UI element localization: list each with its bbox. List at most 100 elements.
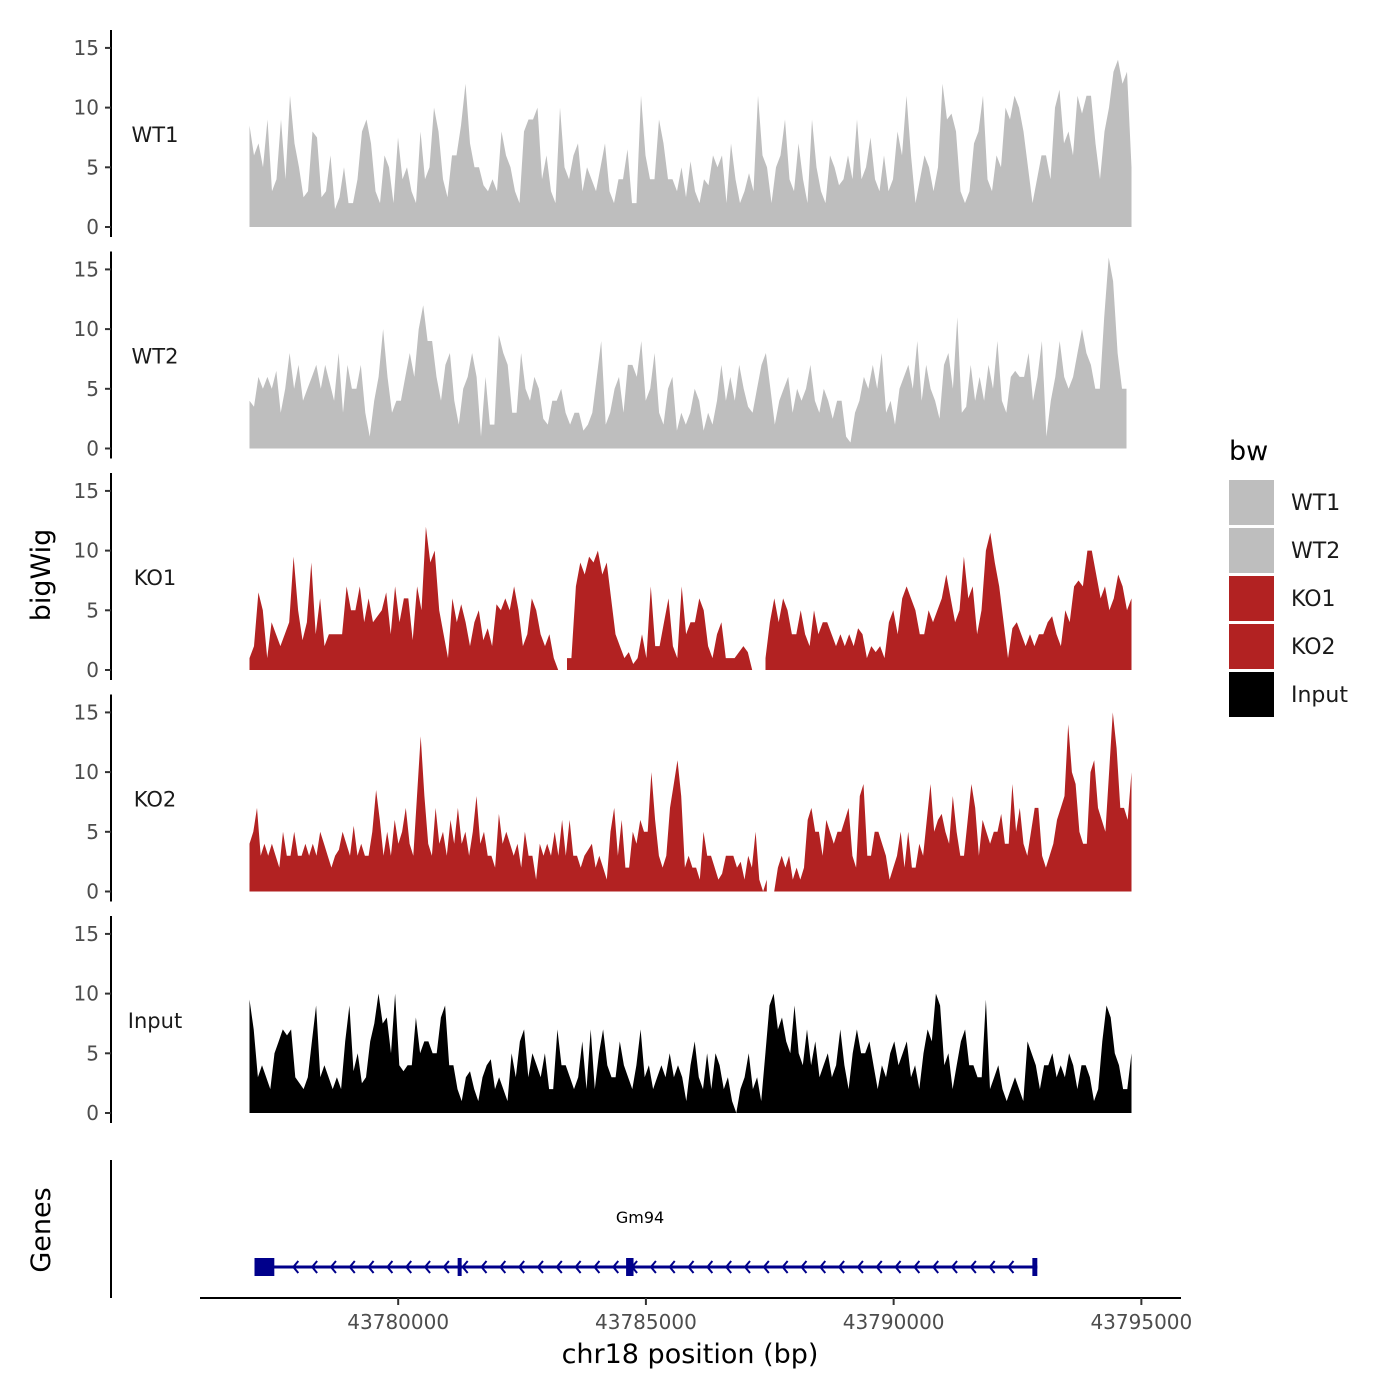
strand-arrow-icon [348, 1260, 356, 1274]
legend: bw WT1 WT2 KO1 KO2 Input [1229, 436, 1348, 717]
strand-arrow-icon [442, 1260, 450, 1274]
genes-panel: Genes Gm94 [26, 1160, 1038, 1298]
track-wt2: 0 5 10 15 WT2 [74, 251, 1127, 461]
strand-arrow-icon [837, 1260, 845, 1274]
coverage-area-ko1 [249, 526, 1132, 670]
y-tick-label-wt1-10: 10 [74, 96, 99, 120]
strand-arrow-icon [668, 1260, 676, 1274]
y-tick-label-ko2-5: 5 [86, 820, 99, 844]
y-tick-label-wt2-10: 10 [74, 317, 99, 341]
legend-swatch-ko1 [1229, 576, 1274, 621]
strand-arrow-icon [781, 1260, 789, 1274]
strand-arrow-icon [818, 1260, 827, 1274]
y-tick-label-ko1-10: 10 [74, 539, 99, 563]
strand-arrow-icon [875, 1260, 883, 1274]
strand-arrow-icon [950, 1260, 958, 1274]
gene-model [254, 1258, 1038, 1276]
strand-arrow-icon [800, 1260, 808, 1274]
legend-label-wt1: WT1 [1291, 491, 1340, 516]
x-axis-title: chr18 position (bp) [562, 1339, 819, 1370]
legend-swatch-ko2 [1229, 624, 1274, 669]
y-axis-title: bigWig [26, 529, 57, 622]
coverage-area-wt1 [249, 59, 1132, 227]
y-tick-label-input-10: 10 [74, 982, 99, 1006]
strand-arrow-icon [386, 1260, 394, 1274]
legend-swatch-wt2 [1229, 528, 1274, 573]
y-tick-label-wt1-0: 0 [86, 215, 99, 239]
strand-arrow-icon [555, 1260, 563, 1274]
strand-arrow-icon [329, 1260, 337, 1274]
legend-title: bw [1229, 436, 1268, 467]
strand-arrow-icon [743, 1260, 751, 1274]
track-label-ko1: KO1 [134, 566, 177, 590]
strand-arrow-icon [517, 1260, 525, 1274]
y-tick-label-ko1-15: 15 [74, 479, 99, 503]
strand-arrow-icon [480, 1260, 488, 1274]
track-label-ko2: KO2 [134, 788, 177, 812]
gene-name-label: Gm94 [616, 1208, 664, 1227]
strand-arrow-icon [536, 1260, 544, 1274]
strand-arrow-icon [988, 1260, 996, 1274]
x-axis: 43780000 43785000 43790000 43795000 chr18 p… [200, 1297, 1192, 1370]
strand-arrow-icon [913, 1260, 921, 1274]
strand-arrow-icon [574, 1260, 582, 1274]
gene-exon-0 [254, 1258, 275, 1276]
track-label-wt2: WT2 [132, 345, 179, 369]
strand-arrow-icon [404, 1260, 413, 1274]
x-tick-label-0: 43780000 [347, 1310, 449, 1334]
y-tick-label-ko1-0: 0 [86, 658, 99, 682]
track-wt1: 0 5 10 15 WT1 [74, 30, 1132, 239]
gene-exon-1 [457, 1258, 462, 1276]
legend-swatch-input [1229, 672, 1274, 717]
track-input: 0 5 10 15 Input [74, 916, 1132, 1125]
strand-arrow-icon [593, 1260, 601, 1274]
genes-axis-title: Genes [26, 1187, 57, 1272]
y-tick-label-wt2-5: 5 [86, 377, 99, 401]
strand-arrow-icon [499, 1260, 507, 1274]
y-tick-label-wt1-5: 5 [86, 155, 99, 179]
x-tick-label-1: 43785000 [595, 1310, 697, 1334]
x-tick-label-2: 43790000 [843, 1310, 945, 1334]
strand-arrow-icon [724, 1260, 732, 1274]
x-axis-ticks: 43780000 43785000 43790000 43795000 [347, 1298, 1192, 1334]
coverage-area-ko2 [249, 712, 1132, 892]
coverage-area-wt2 [249, 257, 1127, 449]
y-tick-label-ko1-5: 5 [86, 598, 99, 622]
strand-arrow-icon [931, 1260, 939, 1274]
legend-entries: WT1 WT2 KO1 KO2 Input [1229, 480, 1348, 717]
strand-arrow-icon [969, 1260, 977, 1274]
legend-swatch-wt1 [1229, 480, 1274, 525]
y-tick-label-wt2-0: 0 [86, 437, 99, 461]
strand-arrow-icon [706, 1260, 714, 1274]
legend-label-input: Input [1291, 683, 1348, 708]
strand-arrow-icon [423, 1260, 431, 1274]
y-tick-label-wt2-15: 15 [74, 257, 99, 281]
x-tick-label-3: 43795000 [1090, 1310, 1192, 1334]
y-tick-label-input-15: 15 [74, 922, 99, 946]
y-tick-label-ko2-0: 0 [86, 880, 99, 904]
y-tick-label-input-5: 5 [86, 1041, 99, 1065]
strand-arrow-icon [649, 1260, 657, 1274]
legend-label-ko2: KO2 [1291, 635, 1336, 660]
coverage-tracks: 0 5 10 15 WT1 0 5 10 15 WT2 0 5 10 15 KO1 0 5 10 15 KO2 0 5 10… [74, 30, 1132, 1125]
track-label-wt1: WT1 [132, 123, 179, 147]
strand-arrow-icon [1007, 1260, 1015, 1274]
strand-arrow-icon [856, 1260, 864, 1274]
strand-arrow-icon [310, 1260, 318, 1274]
track-label-input: Input [128, 1009, 182, 1033]
y-tick-label-ko2-15: 15 [74, 700, 99, 724]
strand-arrow-icon [292, 1260, 300, 1274]
track-ko1: 0 5 10 15 KO1 [74, 473, 1132, 682]
y-tick-label-input-0: 0 [86, 1101, 99, 1125]
strand-arrow-icon [762, 1260, 770, 1274]
track-ko2: 0 5 10 15 KO2 [74, 694, 1132, 904]
y-tick-label-ko2-10: 10 [74, 760, 99, 784]
strand-arrow-icon [894, 1260, 902, 1274]
strand-arrow-icon [461, 1260, 469, 1274]
gene-exon-3 [1032, 1258, 1038, 1276]
strand-arrow-icon [611, 1260, 620, 1274]
gene-exon-2 [626, 1258, 634, 1276]
y-tick-label-wt1-15: 15 [74, 36, 99, 60]
strand-arrow-icon [687, 1260, 695, 1274]
